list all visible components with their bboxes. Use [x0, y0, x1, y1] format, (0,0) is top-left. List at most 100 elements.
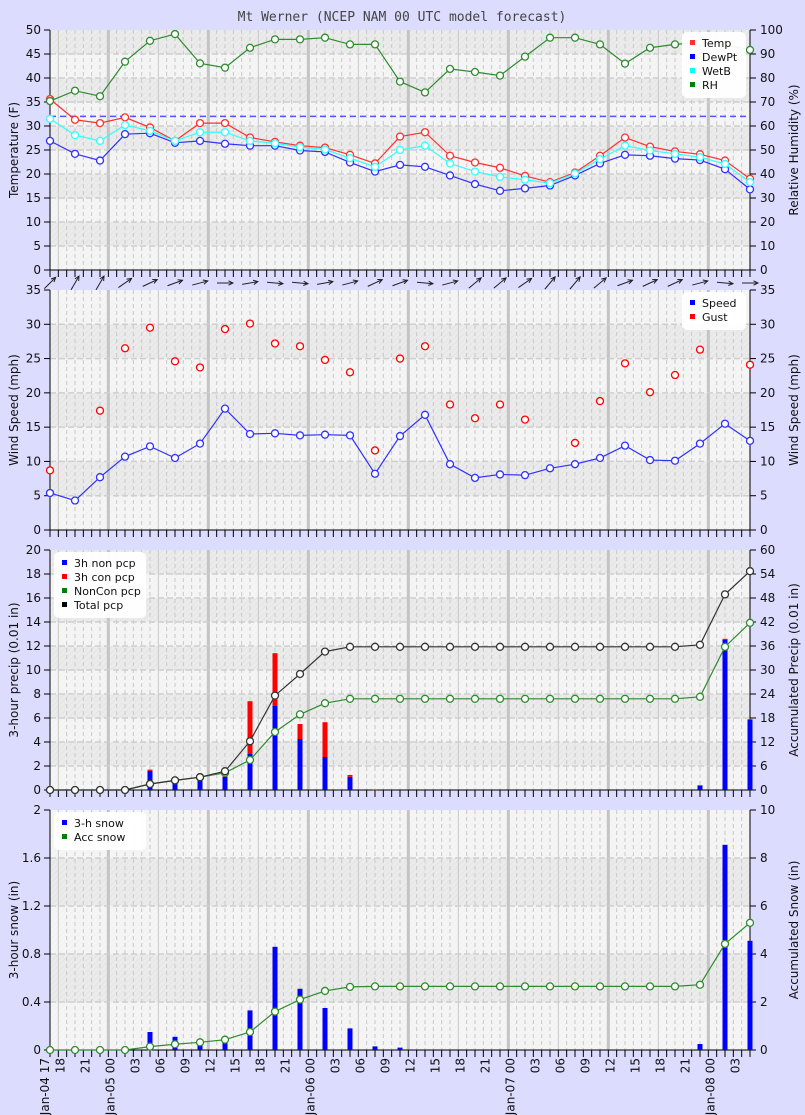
- y2-axis-label: Accumulated Snow (in): [787, 861, 801, 1000]
- point-gust: [470, 414, 480, 423]
- point-gust: [370, 446, 380, 455]
- x-tick-label: 18: [53, 1058, 67, 1073]
- point-speed: [520, 470, 530, 480]
- point-wetb: [395, 145, 405, 155]
- bar-3h-non-pcp: [222, 776, 228, 790]
- y-tick-label: 2: [33, 803, 41, 817]
- arrow-shaft: [617, 279, 633, 287]
- point-temp: [420, 128, 430, 137]
- arrow-head: [452, 279, 459, 285]
- panel-3: 02468101214161820061218243036424854603-h…: [7, 543, 801, 797]
- legend-swatch: [690, 40, 695, 45]
- y-axis-label: 3-hour snow (in): [7, 881, 21, 979]
- point-acc-snow: [320, 986, 330, 996]
- x-tick-label: Jan-05 00: [103, 1058, 117, 1115]
- chart-title: Mt Werner (NCEP NAM 00 UTC model forecas…: [238, 10, 567, 25]
- y2-tick-label: 42: [760, 615, 775, 629]
- arrow-head: [550, 275, 556, 282]
- y2-tick-label: 20: [760, 386, 775, 400]
- arrow-head: [303, 280, 310, 286]
- point-speed: [695, 439, 705, 448]
- y2-tick-label: 10: [760, 239, 775, 253]
- arrow-shaft: [242, 281, 258, 285]
- point-speed: [620, 441, 630, 450]
- point-acc-snow: [445, 982, 455, 991]
- point-gust: [595, 396, 605, 406]
- x-tick-label: 03: [328, 1058, 342, 1073]
- arrow-head: [728, 280, 735, 286]
- point-noncon-pcp: [620, 694, 630, 703]
- bar-3h-non-pcp: [722, 640, 728, 790]
- wind-direction-arrow: [569, 275, 581, 290]
- y2-axis-label: Wind Speed (mph): [787, 354, 801, 466]
- point-speed: [170, 453, 180, 463]
- y2-tick-label: 48: [760, 591, 775, 605]
- point-noncon-pcp: [670, 694, 680, 703]
- arrow-head: [476, 277, 483, 283]
- point-dewpt: [120, 130, 130, 139]
- x-tick-label: 09: [378, 1058, 392, 1073]
- arrow-head: [677, 279, 684, 284]
- wind-direction-arrow: [642, 279, 659, 287]
- y-tick-label: 0.4: [22, 995, 41, 1009]
- wind-direction-arrow: [493, 277, 508, 289]
- point-speed: [70, 496, 80, 505]
- point-dewpt: [95, 156, 105, 165]
- point-gust: [120, 344, 130, 353]
- point-temp: [445, 151, 455, 160]
- panel-2: 0 5 10 15 20 25 30 35 0 5 10 15 20 25 30 35 Wind Speed (…: [7, 275, 801, 537]
- x-tick-label: 15: [228, 1058, 242, 1073]
- arrow-head: [228, 280, 235, 286]
- point-speed: [420, 410, 430, 419]
- y-tick-label: 30: [26, 119, 41, 133]
- y-tick-label: 25: [26, 352, 41, 366]
- y2-tick-label: 4: [760, 947, 768, 961]
- point-total-pcp: [720, 590, 730, 599]
- point-gust: [695, 345, 705, 354]
- legend: [54, 552, 146, 618]
- point-wetb: [420, 141, 430, 150]
- point-dewpt: [45, 136, 55, 146]
- legend-label: Gust: [702, 311, 728, 324]
- y-tick-label: 45: [26, 47, 41, 61]
- wind-direction-arrow: [118, 277, 133, 288]
- point-speed: [570, 460, 580, 469]
- point-wetb: [370, 162, 380, 171]
- wind-direction-arrow: [217, 280, 235, 286]
- point-rh: [570, 33, 580, 42]
- y-tick-label: 16: [26, 591, 41, 605]
- y2-tick-label: 25: [760, 352, 775, 366]
- point-acc-snow: [245, 1027, 255, 1037]
- point-wetb: [170, 136, 180, 146]
- legend-label: WetB: [702, 65, 731, 78]
- legend: [682, 292, 746, 330]
- y2-tick-label: 0: [760, 1043, 768, 1057]
- point-gust: [445, 400, 455, 409]
- point-acc-snow: [420, 982, 430, 991]
- bar-3h-non-pcp: [747, 719, 753, 790]
- x-tick-label: 18: [253, 1058, 267, 1073]
- point-noncon-pcp: [320, 699, 330, 708]
- y-tick-label: 35: [26, 283, 41, 297]
- y2-tick-label: 10: [760, 803, 775, 817]
- point-noncon-pcp: [395, 694, 405, 703]
- legend-label: RH: [702, 79, 718, 92]
- y2-tick-label: 6: [760, 759, 768, 773]
- point-speed: [345, 431, 355, 440]
- point-wetb: [295, 142, 305, 152]
- point-total-pcp: [245, 737, 255, 746]
- arrow-shaft: [442, 280, 458, 286]
- arrow-shaft: [518, 278, 532, 288]
- arrow-head: [402, 279, 409, 285]
- y-tick-label: 15: [26, 420, 41, 434]
- point-total-pcp: [670, 642, 680, 651]
- point-total-pcp: [520, 642, 530, 651]
- point-acc-snow: [70, 1045, 80, 1055]
- arrow-head: [702, 279, 709, 285]
- wind-direction-arrow: [392, 279, 409, 287]
- legend: [54, 812, 146, 850]
- point-rh: [595, 40, 605, 49]
- point-rh: [295, 35, 305, 44]
- point-acc-snow: [120, 1045, 130, 1055]
- arrow-head: [99, 275, 105, 282]
